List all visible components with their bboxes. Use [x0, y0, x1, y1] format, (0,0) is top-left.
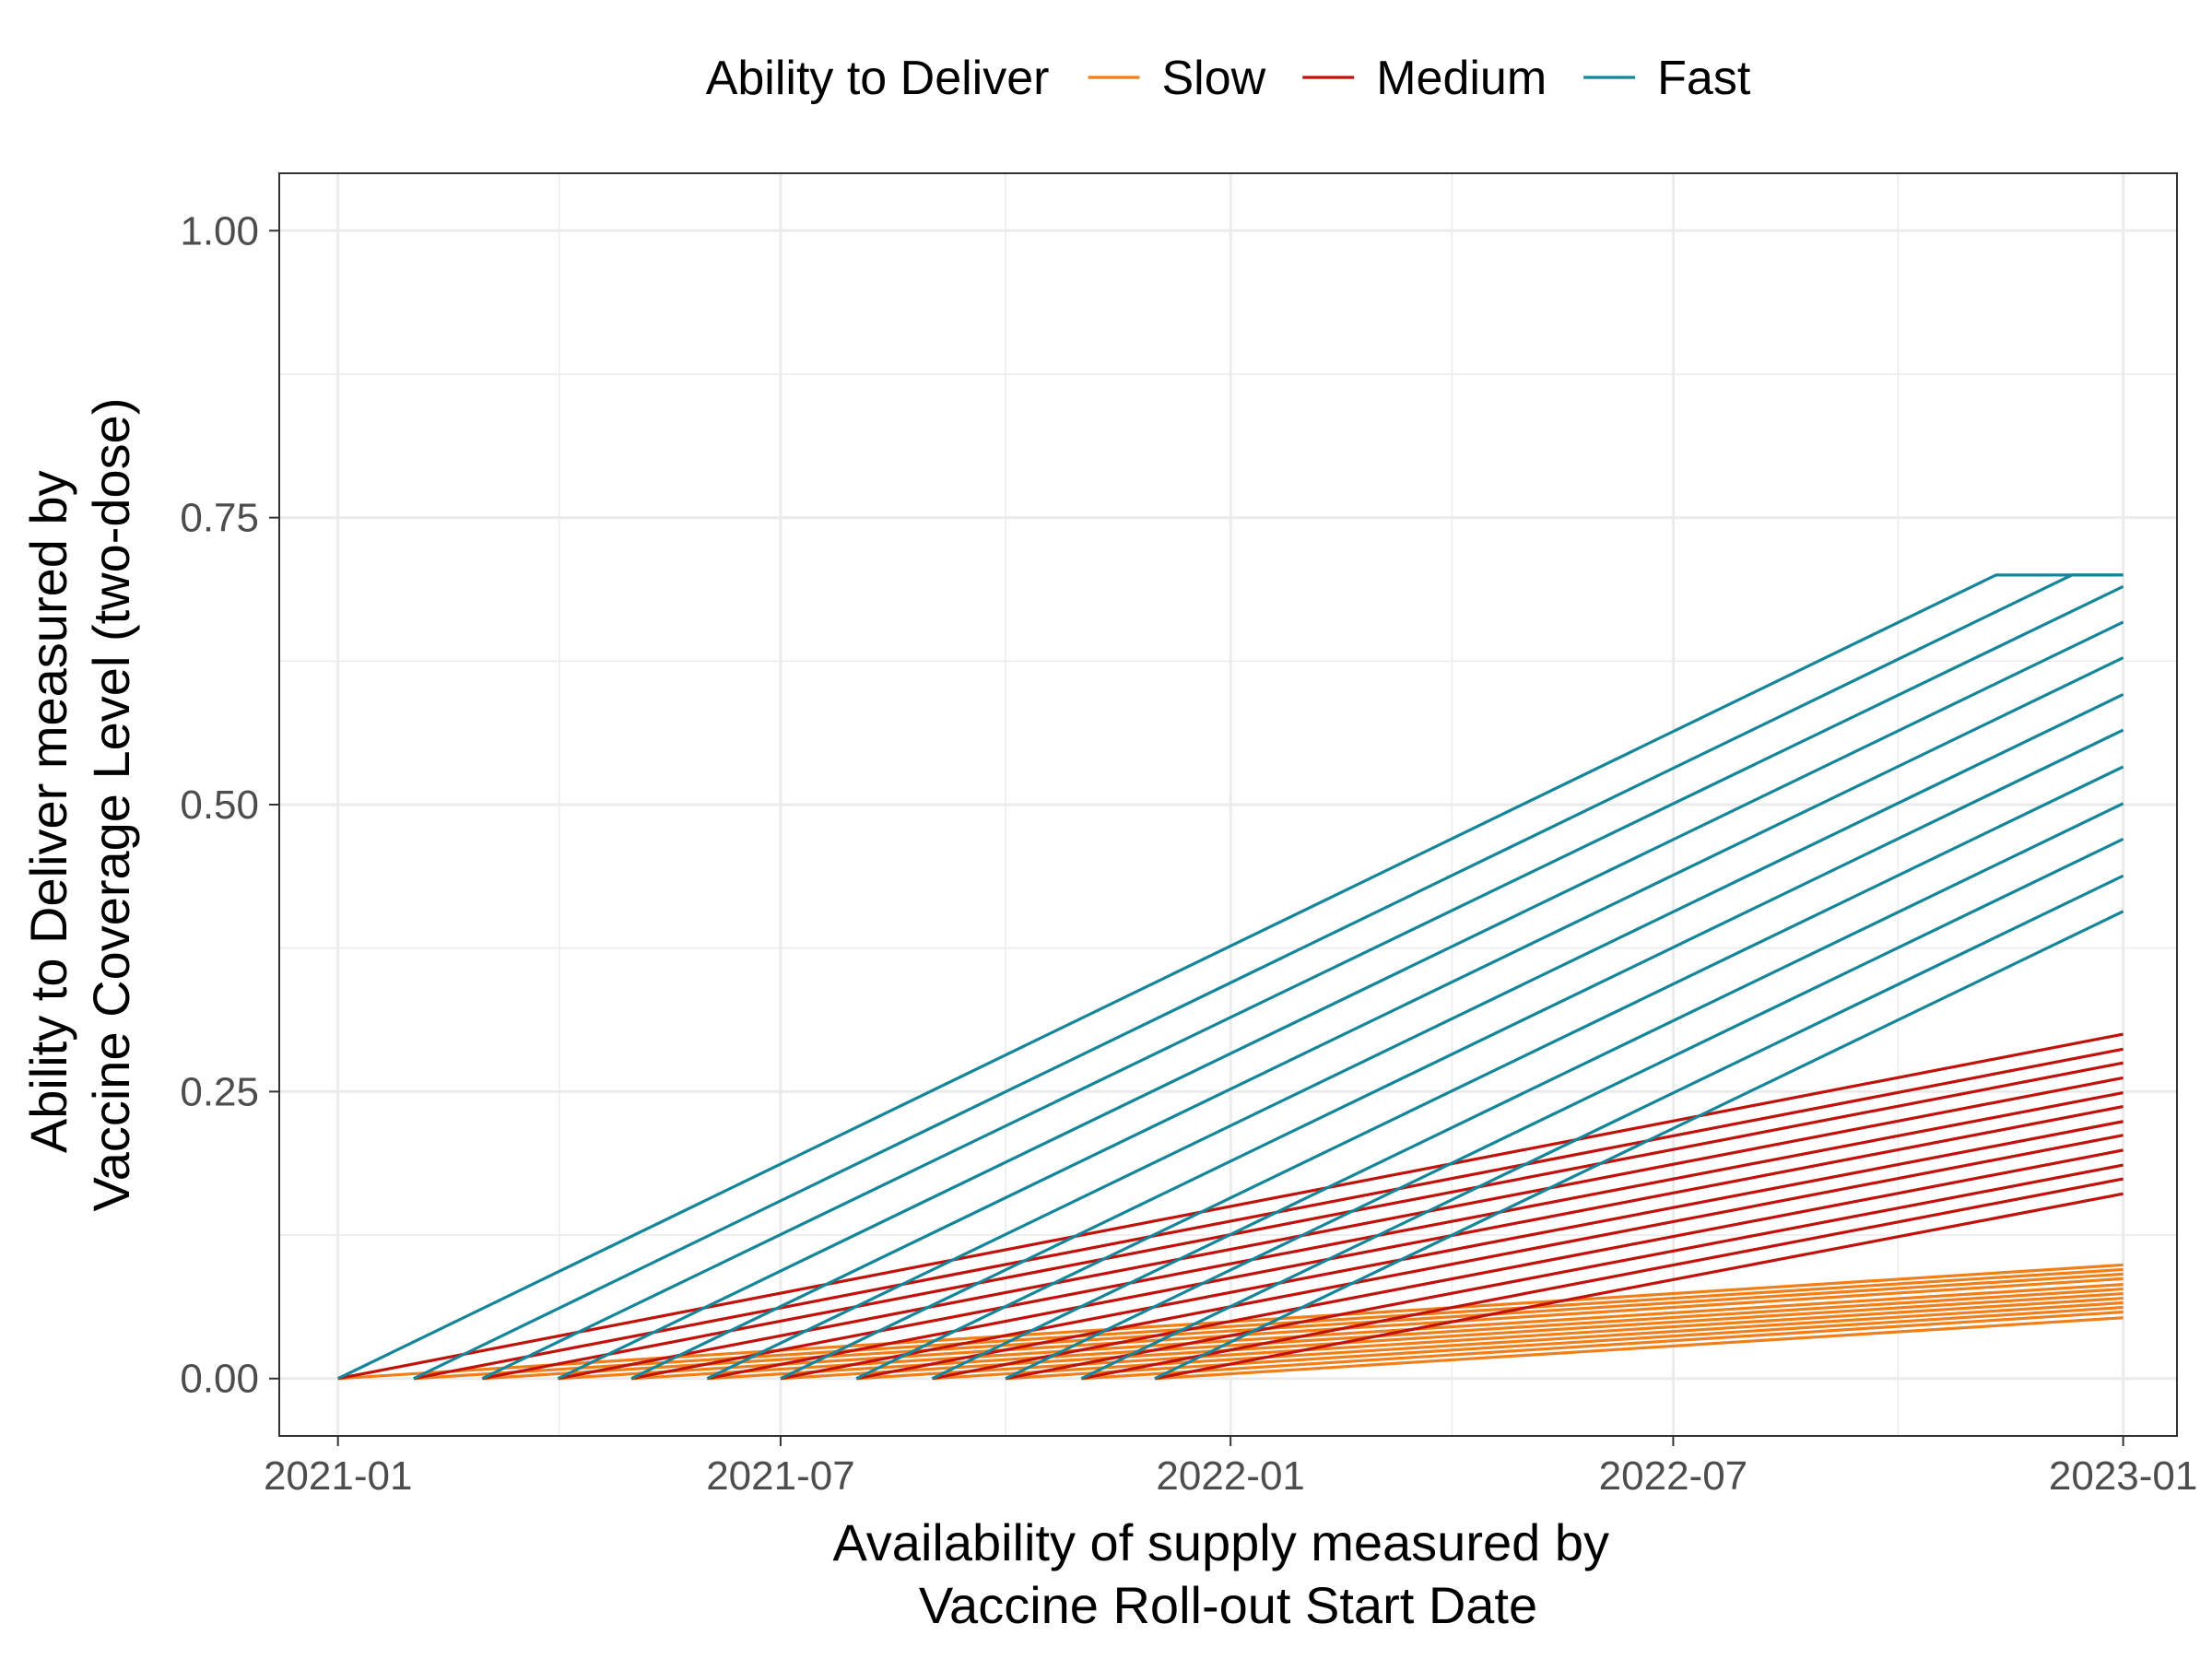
x-axis-title-line-2: Vaccine Roll-out Start Date — [919, 1576, 1537, 1634]
series-line-fast-2021-12-01 — [1154, 910, 2124, 1381]
y-tick-label-0.00: 0.00 — [180, 1357, 259, 1402]
series-line-fast-2021-10-01 — [1005, 837, 2124, 1381]
x-axis-title-line-1: Availability of supply measured by — [832, 1513, 1609, 1571]
series-line-medium-2021-07-01 — [780, 1120, 2124, 1381]
x-tick-label-2022-07: 2022-07 — [1599, 1453, 1747, 1499]
y-tick-labels: 0.00 0.25 0.50 0.75 1.00 — [180, 208, 259, 1401]
series-line-fast-2021-06-01 — [706, 692, 2124, 1381]
series-line-fast-2021-05-01 — [630, 656, 2124, 1381]
legend-label-medium: Medium — [1376, 52, 1547, 105]
series-line-medium-2021-08-01 — [855, 1134, 2124, 1381]
legend-entry-slow: Slow — [1088, 52, 1266, 105]
series-line-slow-2021-10-01 — [1005, 1305, 2124, 1381]
x-tick-label-2021-01: 2021-01 — [264, 1453, 412, 1499]
legend-entries: Slow Medium Fast — [1088, 52, 1751, 105]
series-line-fast-2021-03-01 — [481, 584, 2124, 1381]
y-tick-label-0.25: 0.25 — [180, 1069, 259, 1114]
y-tick-label-1.00: 1.00 — [180, 208, 259, 253]
x-tick-labels: 2021-01 2021-07 2022-01 2022-07 2023-01 — [264, 1453, 2197, 1499]
grid — [279, 173, 2177, 1436]
series-line-medium-2021-03-01 — [481, 1061, 2124, 1381]
series-line-slow-2021-08-01 — [856, 1296, 2124, 1381]
series-line-slow-2021-11-01 — [1081, 1310, 2124, 1381]
legend-label-fast: Fast — [1657, 52, 1751, 105]
series-line-slow-2021-09-01 — [932, 1300, 2124, 1381]
legend-entry-medium: Medium — [1302, 52, 1547, 105]
series-line-slow-2021-06-01 — [707, 1287, 2124, 1381]
y-axis-title-line-1: Ability to Deliver measured by — [19, 470, 77, 1153]
series-line-medium-2021-11-01 — [1080, 1177, 2124, 1381]
series-line-medium-2021-01-01 — [337, 1032, 2124, 1381]
series-line-medium-2021-06-01 — [707, 1104, 2124, 1381]
x-tick-label-2021-07: 2021-07 — [706, 1453, 854, 1499]
series-lines — [336, 573, 2124, 1381]
y-tick-label-0.50: 0.50 — [180, 782, 259, 828]
series-line-medium-2021-04-01 — [558, 1076, 2124, 1381]
series-line-medium-2021-02-01 — [413, 1047, 2124, 1381]
y-axis-title: Ability to Deliver measured by Vaccine C… — [19, 398, 140, 1212]
series-line-fast-2021-08-01 — [855, 765, 2124, 1381]
axis-ticks — [269, 229, 2124, 1446]
x-axis-title: Availability of supply measured by Vacci… — [832, 1513, 1623, 1634]
x-tick-label-2023-01: 2023-01 — [2049, 1453, 2197, 1499]
legend-entry-fast: Fast — [1583, 52, 1751, 105]
series-line-medium-2021-09-01 — [932, 1148, 2124, 1381]
series-line-slow-2021-12-01 — [1154, 1316, 2124, 1381]
x-tick-label-2022-01: 2022-01 — [1156, 1453, 1304, 1499]
series-line-fast-2021-07-01 — [780, 728, 2124, 1381]
series-line-slow-2021-03-01 — [482, 1272, 2124, 1381]
legend: Ability to Deliver Slow Medium Fast — [706, 52, 1751, 105]
legend-label-slow: Slow — [1161, 52, 1265, 105]
series-line-fast-2021-04-01 — [557, 620, 2124, 1381]
y-axis-title-line-2: Vaccine Coverage Level (two-dose) — [82, 398, 140, 1212]
series-line-fast-2021-11-01 — [1080, 874, 2124, 1381]
y-tick-label-0.75: 0.75 — [180, 496, 259, 541]
series-line-medium-2021-10-01 — [1005, 1163, 2124, 1381]
series-line-fast-2021-02-01 — [413, 573, 2124, 1381]
series-line-medium-2021-12-01 — [1154, 1192, 2124, 1381]
legend-title: Ability to Deliver — [706, 52, 1050, 105]
series-line-fast-2021-09-01 — [931, 802, 2124, 1381]
series-line-slow-2021-05-01 — [630, 1283, 2124, 1381]
